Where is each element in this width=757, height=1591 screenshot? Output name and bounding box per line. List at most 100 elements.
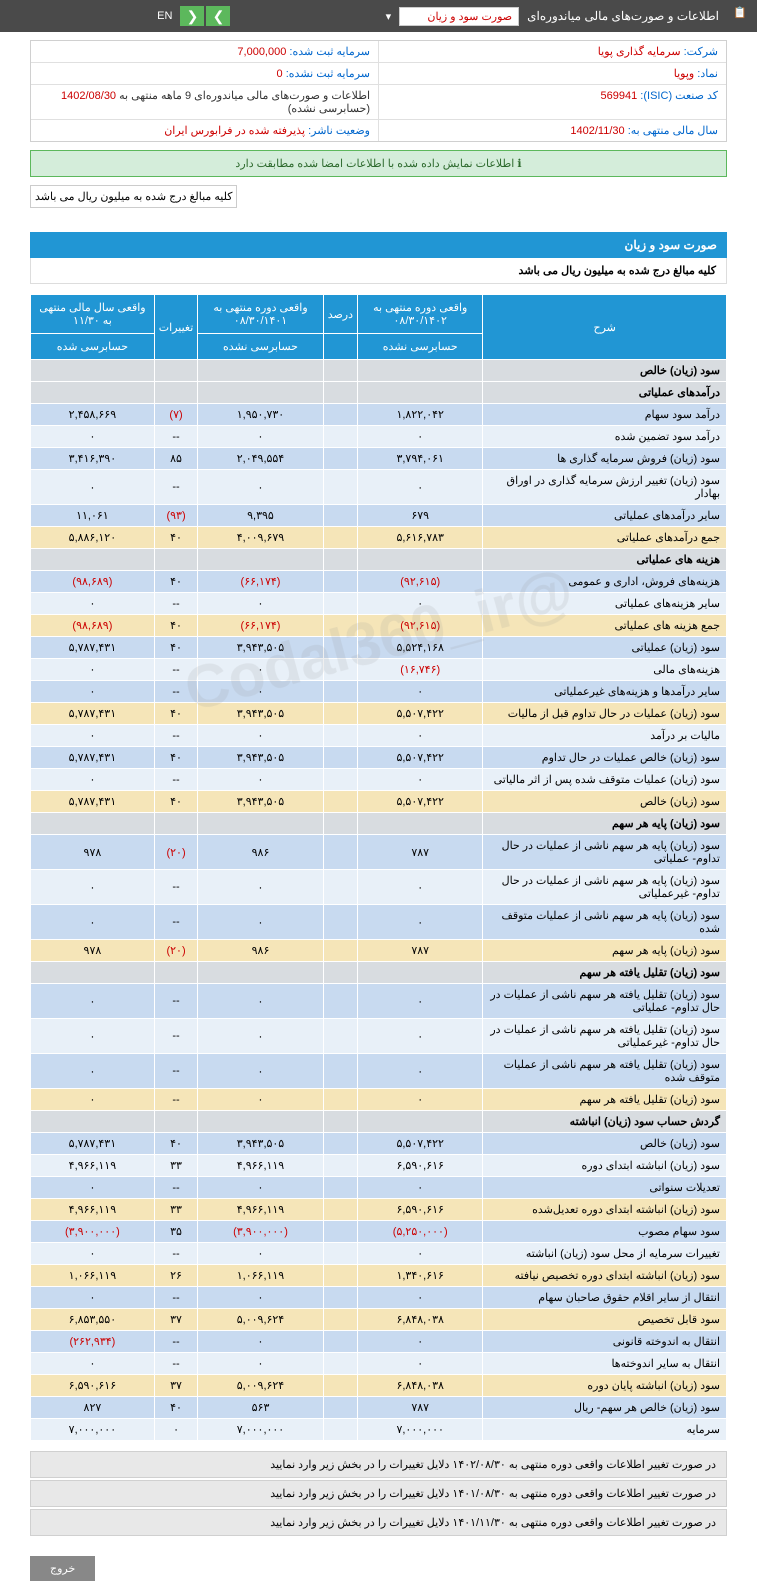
cell-desc: سود (زیان) پایه هر سهم ناشی از عملیات مت… bbox=[483, 905, 727, 940]
nav-next-button[interactable]: ❯ bbox=[206, 6, 230, 26]
cell-c1: ۵,۵۰۷,۴۲۲ bbox=[358, 747, 483, 769]
cell-c1: ۰ bbox=[358, 769, 483, 791]
cell-c3: ۵,۷۸۷,۴۳۱ bbox=[31, 791, 155, 813]
cell-c3: ۵,۷۸۷,۴۳۱ bbox=[31, 1133, 155, 1155]
table-row: سود (زیان) عملیاتی۵,۵۲۴,۱۶۸۳,۹۴۳,۵۰۵۴۰۵,… bbox=[31, 637, 727, 659]
cell-c2 bbox=[198, 1111, 323, 1133]
cell-pct bbox=[323, 527, 357, 549]
cell-c2: ۳,۹۴۳,۵۰۵ bbox=[198, 1133, 323, 1155]
cell-chg: -- bbox=[154, 593, 198, 615]
cell-c2: (۶۶,۱۷۴) bbox=[198, 571, 323, 593]
cell-desc: درآمدهای عملیاتی bbox=[483, 382, 727, 404]
currency-note: کلیه مبالغ درج شده به میلیون ریال می باش… bbox=[30, 185, 237, 208]
cell-c1: ۰ bbox=[358, 984, 483, 1019]
table-row: درآمدهای عملیاتی bbox=[31, 382, 727, 404]
isic-value: 569941 bbox=[601, 90, 638, 102]
cell-desc: انتقال به اندوخته قانونی bbox=[483, 1331, 727, 1353]
table-row: سود (زیان) پایه هر سهم ناشی از عملیات در… bbox=[31, 835, 727, 870]
cell-desc: سود (زیان) پایه هر سهم ناشی از عملیات در… bbox=[483, 835, 727, 870]
topbar: 📋 اطلاعات و صورت‌های مالی میاندوره‌ای صو… bbox=[0, 0, 757, 32]
cell-c2: ۰ bbox=[198, 769, 323, 791]
cell-c1: ۰ bbox=[358, 1243, 483, 1265]
cell-c3: ۰ bbox=[31, 1054, 155, 1089]
cell-c2: ۷,۰۰۰,۰۰۰ bbox=[198, 1419, 323, 1441]
cell-c1: (۹۲,۶۱۵) bbox=[358, 615, 483, 637]
company-value: سرمایه گذاری پویا bbox=[598, 46, 681, 58]
table-row: سود (زیان) انباشته ابتدای دوره تخصیص نیا… bbox=[31, 1265, 727, 1287]
cell-c3: ۵,۸۸۶,۱۲۰ bbox=[31, 527, 155, 549]
language-toggle[interactable]: EN bbox=[157, 10, 172, 22]
cell-pct bbox=[323, 1221, 357, 1243]
table-row: هزینه های عملیاتی bbox=[31, 549, 727, 571]
cell-desc: سود (زیان) تقلیل یافته هر سهم ناشی از عم… bbox=[483, 984, 727, 1019]
cell-c2: ۹۸۶ bbox=[198, 835, 323, 870]
table-row: سایر درآمدهای عملیاتی۶۷۹۹,۳۹۵(۹۳)۱۱,۰۶۱ bbox=[31, 505, 727, 527]
table-row: هزینه‌های فروش، اداری و عمومی(۹۲,۶۱۵)(۶۶… bbox=[31, 571, 727, 593]
table-row: مالیات بر درآمد۰۰--۰ bbox=[31, 725, 727, 747]
cell-pct bbox=[323, 747, 357, 769]
table-row: انتقال به اندوخته قانونی۰۰--(۲۶۲,۹۳۴) bbox=[31, 1331, 727, 1353]
cell-pct bbox=[323, 1243, 357, 1265]
cell-chg: ۳۷ bbox=[154, 1375, 198, 1397]
cell-pct bbox=[323, 1309, 357, 1331]
status-label: وضعیت ناشر: bbox=[308, 125, 370, 137]
cell-c1: ۰ bbox=[358, 426, 483, 448]
cell-pct bbox=[323, 1419, 357, 1441]
table-row: سود (زیان) فروش سرمایه گذاری ها۳,۷۹۴,۰۶۱… bbox=[31, 448, 727, 470]
cell-desc: سود (زیان) پایه هر سهم bbox=[483, 813, 727, 835]
cell-pct bbox=[323, 470, 357, 505]
cell-c2: ۵۶۳ bbox=[198, 1397, 323, 1419]
cell-c2: ۹۸۶ bbox=[198, 940, 323, 962]
table-row: سود (زیان) پایه هر سهم۷۸۷۹۸۶(۲۰)۹۷۸ bbox=[31, 940, 727, 962]
cell-c1: ۰ bbox=[358, 470, 483, 505]
dropdown-arrow-icon[interactable]: ▾ bbox=[386, 10, 392, 23]
exit-button[interactable]: خروج bbox=[30, 1556, 95, 1581]
report-dropdown[interactable]: صورت سود و زیان bbox=[399, 7, 519, 26]
th-pct2 bbox=[323, 334, 357, 360]
cell-pct bbox=[323, 1089, 357, 1111]
cell-c1: ۷۸۷ bbox=[358, 940, 483, 962]
cell-c3 bbox=[31, 382, 155, 404]
cell-c3: ۰ bbox=[31, 426, 155, 448]
cell-c1: ۰ bbox=[358, 1054, 483, 1089]
cell-c3: ۰ bbox=[31, 1019, 155, 1054]
cell-pct bbox=[323, 769, 357, 791]
table-row: سود (زیان) تقلیل یافته هر سهم ناشی از عم… bbox=[31, 984, 727, 1019]
cell-chg: -- bbox=[154, 1177, 198, 1199]
cell-pct bbox=[323, 870, 357, 905]
cell-desc: سود (زیان) عملیاتی bbox=[483, 637, 727, 659]
table-row: سود (زیان) خالص bbox=[31, 360, 727, 382]
cell-chg: -- bbox=[154, 1331, 198, 1353]
cell-desc: سرمایه bbox=[483, 1419, 727, 1441]
report-suffix: (حسابرسی نشده) bbox=[288, 103, 370, 115]
cell-c1: ۰ bbox=[358, 1089, 483, 1111]
cell-chg: -- bbox=[154, 1054, 198, 1089]
nav-prev-button[interactable]: ❮ bbox=[180, 6, 204, 26]
cell-c1: ۰ bbox=[358, 1177, 483, 1199]
table-row: سود سهام مصوب(۵,۲۵۰,۰۰۰)(۳,۹۰۰,۰۰۰)۳۵(۳,… bbox=[31, 1221, 727, 1243]
cell-c1: (۵,۲۵۰,۰۰۰) bbox=[358, 1221, 483, 1243]
table-row: سود (زیان) پایه هر سهم ناشی از عملیات مت… bbox=[31, 905, 727, 940]
cell-c2: ۳,۹۴۳,۵۰۵ bbox=[198, 791, 323, 813]
cell-desc: سود (زیان) تقلیل یافته هر سهم bbox=[483, 962, 727, 984]
cell-c3: ۰ bbox=[31, 905, 155, 940]
cell-desc: سایر درآمدها و هزینه‌های غیرعملیاتی bbox=[483, 681, 727, 703]
cell-c1: ۶,۵۹۰,۶۱۶ bbox=[358, 1199, 483, 1221]
cell-desc: سود سهام مصوب bbox=[483, 1221, 727, 1243]
table-row: تغییرات سرمایه از محل سود (زیان) انباشته… bbox=[31, 1243, 727, 1265]
cell-chg: ۳۷ bbox=[154, 1309, 198, 1331]
cell-c3: ۰ bbox=[31, 1353, 155, 1375]
table-row: سود (زیان) تقلیل یافته هر سهم bbox=[31, 962, 727, 984]
cell-c3: ۶,۸۵۳,۵۵۰ bbox=[31, 1309, 155, 1331]
cell-pct bbox=[323, 940, 357, 962]
cell-chg bbox=[154, 962, 198, 984]
cell-desc: سود (زیان) انباشته ابتدای دوره تعدیل‌شده bbox=[483, 1199, 727, 1221]
cell-chg bbox=[154, 382, 198, 404]
report-date: 1402/08/30 bbox=[61, 90, 116, 102]
cell-c1: ۰ bbox=[358, 1019, 483, 1054]
cell-chg: ۰ bbox=[154, 1419, 198, 1441]
cell-c2 bbox=[198, 962, 323, 984]
cell-desc: تغییرات سرمایه از محل سود (زیان) انباشته bbox=[483, 1243, 727, 1265]
cell-pct bbox=[323, 791, 357, 813]
cell-c2: ۰ bbox=[198, 681, 323, 703]
